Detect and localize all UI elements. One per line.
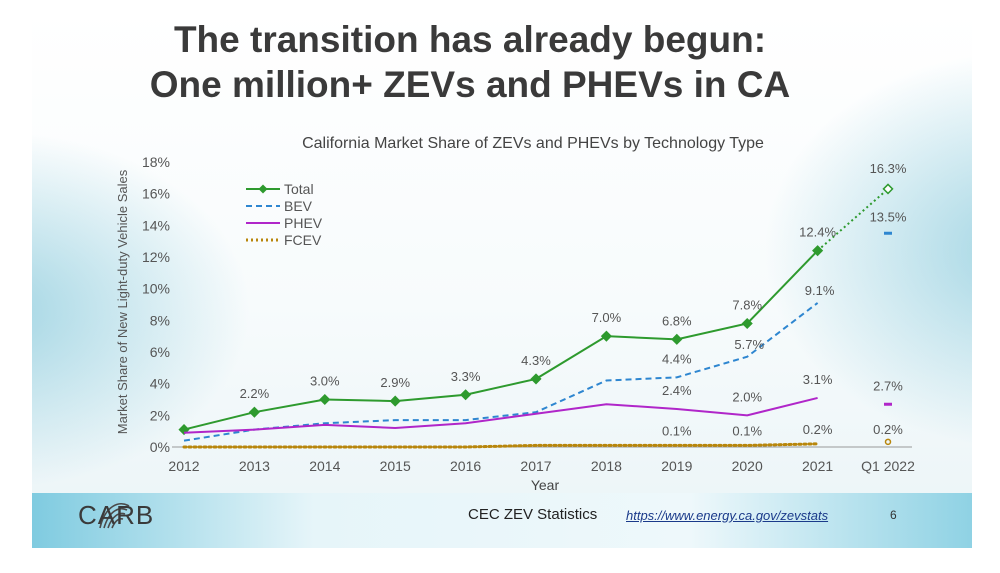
data-point-total [671,333,683,345]
source-label: CEC ZEV Statistics [468,506,598,523]
data-label-fcev: 0.2% [803,422,833,437]
data-label-total: 3.3% [451,369,481,384]
data-point-total [460,389,472,401]
y-tick-label: 6% [150,344,170,360]
data-point-total [389,395,401,407]
data-label-bev: 13.5% [870,209,907,224]
data-label-phev: 3.1% [803,372,833,387]
x-tick-label: 2012 [168,458,199,474]
data-point-total [882,183,894,195]
data-label-total: 3.0% [310,374,340,389]
page-number: 6 [890,508,897,522]
footer-band [32,493,972,548]
data-label-total: 7.8% [732,298,762,313]
slide [32,10,972,548]
data-point-total [248,406,260,418]
x-tick-label: Q1 2022 [861,458,915,474]
y-tick-label: 10% [142,281,170,297]
data-point-fcev [884,438,892,446]
x-tick-label: 2015 [380,458,411,474]
series-line-total [183,249,819,431]
x-tick-label: 2020 [732,458,763,474]
data-label-phev: 2.7% [873,378,903,393]
series-line-fcev [182,442,820,449]
data-label-total: 12.4% [799,225,836,240]
y-axis-label: Market Share of New Light-duty Vehicle S… [115,169,130,434]
slide-title-line2: One million+ ZEVs and PHEVs in CA [149,64,791,105]
y-tick-label: 8% [150,312,170,328]
x-tick-label: 2018 [591,458,622,474]
data-label-total: 2.2% [240,386,270,401]
legend-marker-total [258,184,268,194]
data-label-phev: 2.0% [732,389,762,404]
data-label-bev: 9.1% [805,283,835,298]
logo-text: CARB [78,500,155,530]
slide-title-line1: The transition has already begun: [173,19,767,60]
data-label-fcev: 0.2% [873,422,903,437]
legend-label-bev: BEV [284,198,313,214]
y-tick-label: 2% [150,407,170,423]
data-label-total: 16.3% [870,161,907,176]
x-tick-label: 2016 [450,458,481,474]
data-label-phev: 2.4% [662,383,692,398]
y-tick-label: 4% [150,376,170,392]
data-point-total [600,330,612,342]
y-tick-label: 12% [142,249,170,265]
y-tick-label: 16% [142,186,170,202]
x-tick-label: 2013 [239,458,270,474]
data-label-total: 6.8% [662,313,692,328]
data-label-total: 7.0% [592,310,622,325]
data-label-bev: 5.7% [734,337,764,352]
data-point-total [530,373,542,385]
x-tick-label: 2021 [802,458,833,474]
data-label-fcev: 0.1% [732,423,762,438]
x-tick-label: 2017 [520,458,551,474]
y-tick-label: 18% [142,154,170,170]
legend-label-phev: PHEV [284,215,323,231]
y-tick-label: 14% [142,217,170,233]
legend-label-fcev: FCEV [284,232,322,248]
data-point-total [319,393,331,406]
x-axis-label: Year [531,477,560,493]
data-label-total: 2.9% [380,375,410,390]
data-label-fcev: 0.1% [662,423,692,438]
carb-logo-icon [99,503,130,529]
series-projection-total [816,188,889,252]
chart-title: California Market Share of ZEVs and PHEV… [302,135,764,152]
series-line-bev [183,302,819,442]
data-label-bev: 4.4% [662,351,692,366]
source-link[interactable]: https://www.energy.ca.gov/zevstats [626,508,829,523]
data-point-total [741,317,753,330]
legend-label-total: Total [284,181,314,197]
x-tick-label: 2014 [309,458,340,474]
y-tick-label: 0% [150,439,170,455]
data-point-total [812,245,824,257]
series-line-phev [183,396,818,434]
data-label-total: 4.3% [521,353,551,368]
x-tick-label: 2019 [661,458,692,474]
